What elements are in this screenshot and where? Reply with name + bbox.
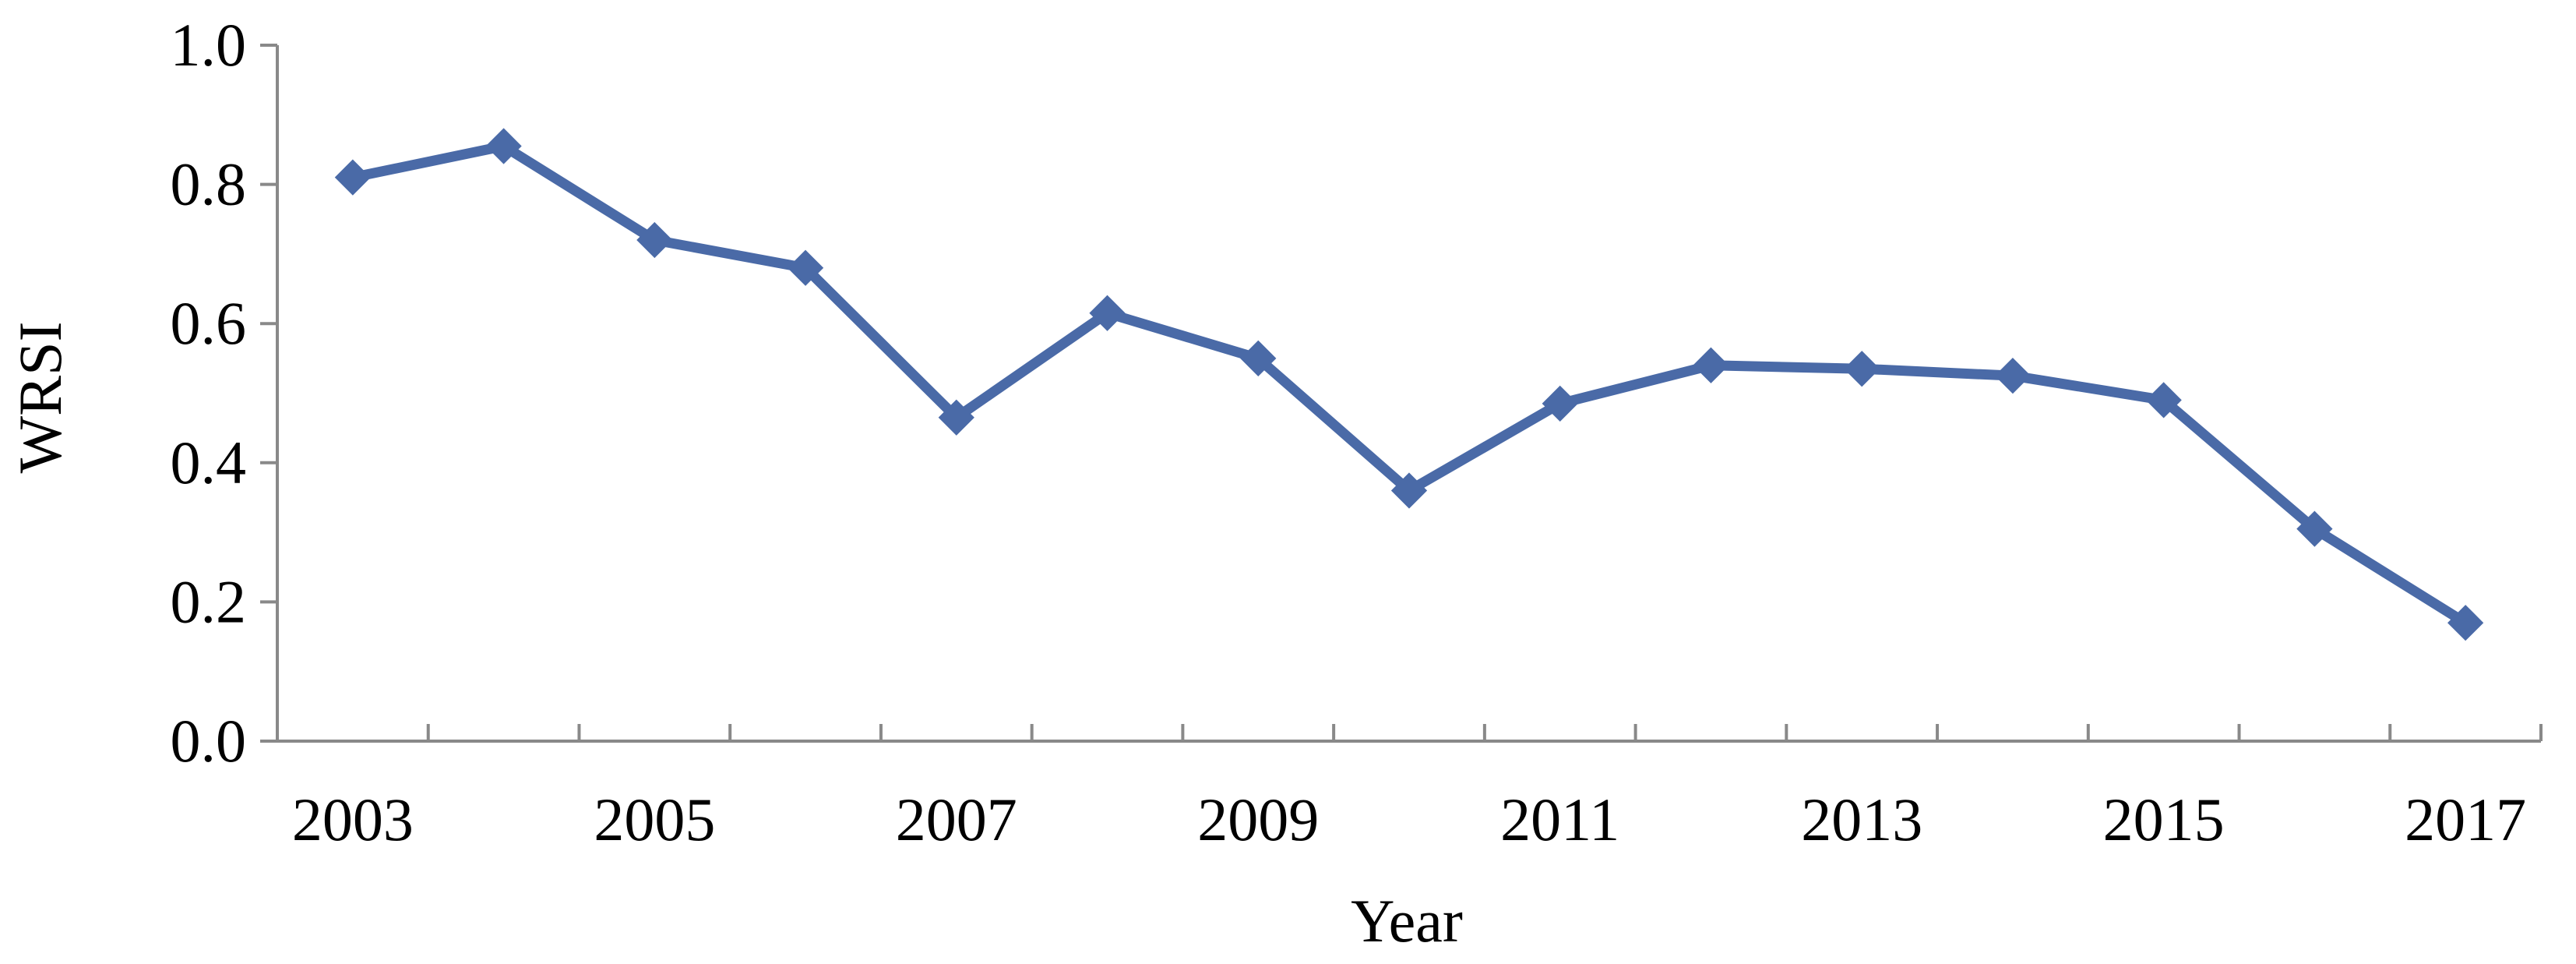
- y-tick-label: 1.0: [171, 11, 247, 79]
- x-tick-label: 2013: [1801, 786, 1922, 853]
- data-point-marker: [1390, 472, 1428, 509]
- y-tick-label: 0.8: [171, 150, 247, 218]
- axes: [260, 44, 2543, 743]
- data-point-marker: [485, 128, 522, 164]
- x-tick-label: 2007: [896, 786, 1017, 853]
- tick-labels: 0.0 0.2 0.4 0.6 0.8 1.0 2003 2005 2007 2009 2011 20…: [171, 11, 2527, 853]
- x-tick-label: 2003: [292, 786, 414, 853]
- y-axis-label: WRSI: [6, 322, 74, 474]
- x-tick-label: 2005: [594, 786, 715, 853]
- series-layer: [334, 128, 2484, 641]
- x-axis-label: Year: [1351, 887, 1463, 955]
- y-tick-label: 0.6: [171, 289, 247, 357]
- data-point-marker: [1240, 340, 1277, 376]
- data-point-marker: [938, 399, 974, 436]
- data-point-marker: [1542, 385, 1578, 422]
- data-point-marker: [787, 249, 824, 286]
- x-tick-label: 2011: [1500, 786, 1619, 853]
- data-point-marker: [2296, 510, 2333, 547]
- data-point-marker: [1994, 358, 2032, 394]
- y-tick-label: 0.0: [171, 707, 247, 775]
- data-point-marker: [334, 159, 371, 196]
- x-tick-label: 2009: [1197, 786, 1319, 853]
- data-point-marker: [2447, 605, 2484, 641]
- x-tick-label: 2017: [2405, 786, 2526, 853]
- y-tick-label: 0.2: [171, 567, 247, 635]
- y-tick-label: 0.4: [171, 429, 247, 496]
- data-point-marker: [1844, 351, 1880, 387]
- data-point-marker: [1693, 347, 1729, 383]
- data-point-marker: [1089, 295, 1126, 331]
- series-line: [347, 140, 2471, 628]
- data-point-marker: [636, 221, 673, 259]
- x-tick-label: 2015: [2103, 786, 2225, 853]
- data-point-marker: [2145, 382, 2182, 418]
